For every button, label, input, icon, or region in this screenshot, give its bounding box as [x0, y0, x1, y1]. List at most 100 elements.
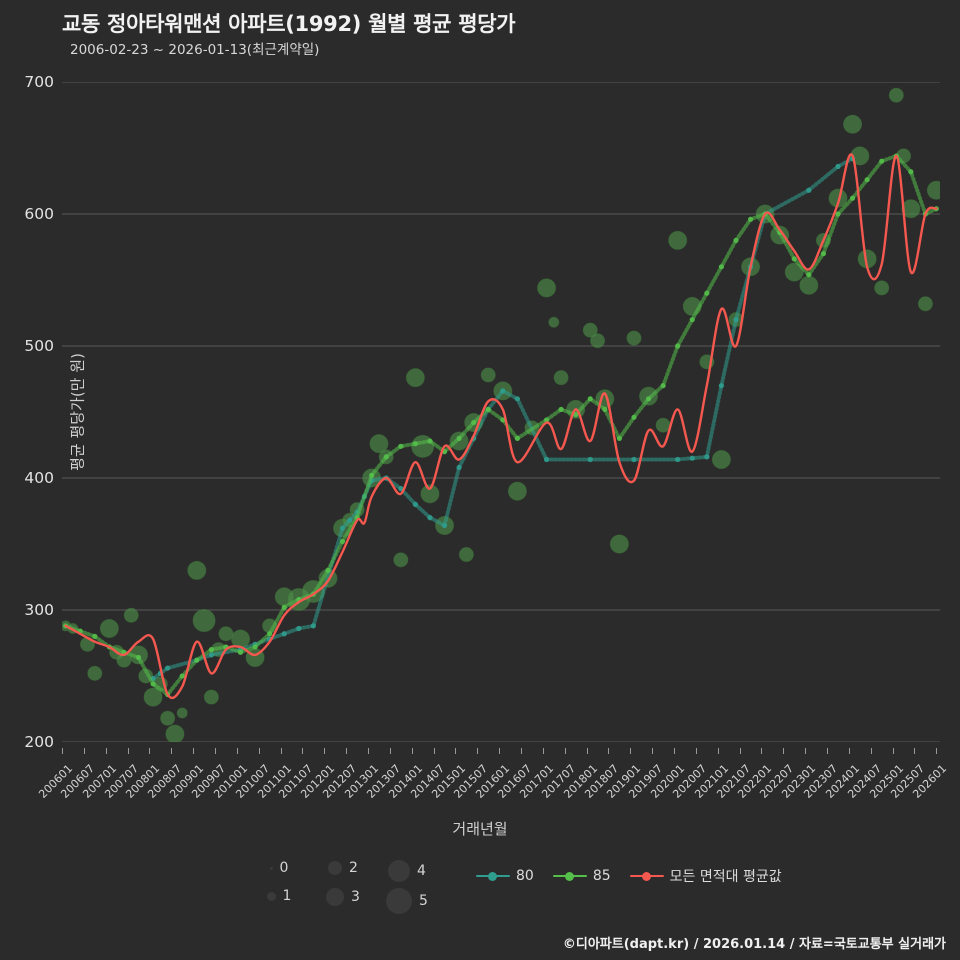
x-tick-mark — [171, 748, 173, 754]
legend-label: 85 — [592, 868, 611, 884]
scatter-bubble — [917, 296, 933, 312]
legend-line-icon — [476, 870, 510, 882]
scatter-bubble — [192, 609, 216, 633]
legend-item-85[interactable]: 85 — [552, 868, 621, 884]
scatter-bubble — [143, 687, 163, 707]
size-legend-item[interactable]: 3 — [322, 888, 360, 906]
scatter-bubble — [176, 707, 188, 719]
scatter-bubble — [218, 626, 234, 642]
legend: 0 1 2 3 4 5 80 85 모든 면적대 평균값 — [0, 858, 960, 918]
scatter-bubble — [843, 114, 863, 134]
size-legend-item[interactable]: 2 — [322, 860, 358, 876]
scatter-bubble — [888, 87, 904, 103]
scatter-bubble — [655, 417, 671, 433]
x-tick-mark — [215, 748, 216, 754]
x-axis-label: 거래년월 — [452, 820, 508, 838]
y-tick-label: 600 — [24, 205, 54, 223]
size-legend-bubble-icon — [269, 866, 273, 870]
scatter-bubble — [582, 322, 598, 338]
scatter-bubble — [160, 710, 176, 726]
x-tick-mark — [652, 748, 654, 754]
size-legend-label: 3 — [351, 889, 360, 905]
y-tick-label: 200 — [24, 733, 54, 751]
size-legend-item[interactable]: 1 — [258, 888, 291, 904]
x-tick-mark — [695, 748, 697, 754]
x-tick-mark — [783, 748, 785, 754]
y-tick-label: 400 — [24, 469, 54, 487]
size-legend-label: 2 — [349, 860, 358, 876]
scatter-bubble — [926, 180, 940, 200]
size-legend-label: 4 — [417, 863, 426, 879]
x-tick-mark — [455, 748, 457, 754]
scatter-bubble — [784, 262, 804, 282]
scatter-bubble — [507, 481, 527, 501]
scatter-bubble — [123, 607, 139, 623]
size-legend-label: 5 — [419, 893, 428, 909]
x-tick-mark — [280, 748, 282, 754]
legend-item-80[interactable]: 80 — [476, 868, 544, 884]
x-tick-mark — [892, 748, 894, 754]
x-tick-mark — [674, 748, 676, 754]
x-tick-mark — [739, 748, 741, 754]
x-tick-mark — [564, 748, 566, 754]
x-tick-mark — [236, 748, 238, 754]
x-tick-mark — [805, 748, 807, 754]
x-tick-mark — [411, 748, 413, 754]
legend-line-icon — [629, 870, 664, 882]
scatter-bubble — [609, 534, 629, 554]
legend-label: 모든 면적대 평균값 — [669, 869, 782, 885]
scatter-bubble — [420, 484, 440, 504]
x-tick-mark — [324, 748, 326, 754]
size-legend-item[interactable]: 0 — [258, 860, 288, 876]
x-tick-mark — [258, 748, 260, 754]
x-tick-mark — [717, 748, 719, 754]
scatter-bubble — [799, 275, 819, 295]
chart-subtitle: 2006-02-23 ~ 2026-01-13(최근계약일) — [70, 42, 320, 58]
x-tick-mark — [870, 748, 872, 754]
plot-canvas — [62, 82, 940, 742]
scatter-bubble — [165, 724, 185, 742]
legend-item-모든 면적대 평균값[interactable]: 모든 면적대 평균값 — [629, 866, 792, 886]
size-legend-item[interactable]: 4 — [386, 860, 426, 882]
scatter-bubble — [369, 434, 389, 454]
x-tick-mark — [499, 748, 501, 754]
x-tick-mark — [608, 748, 610, 754]
scatter-bubble — [87, 665, 103, 681]
x-tick-mark — [630, 748, 632, 754]
scatter-bubble — [458, 547, 474, 563]
scatter-bubble — [639, 386, 659, 406]
scatter-bubble — [187, 560, 207, 580]
scatter-bubble — [626, 330, 642, 346]
x-tick-mark — [433, 748, 435, 754]
bubble-size-legend: 0 1 2 3 4 5 — [258, 858, 448, 918]
x-tick-mark — [346, 748, 348, 754]
scatter-bubble — [480, 367, 496, 383]
series-average — [64, 153, 938, 700]
x-tick-mark — [936, 748, 938, 754]
size-legend-bubble-icon — [266, 891, 276, 901]
x-tick-mark — [302, 748, 304, 754]
x-tick-mark — [389, 748, 391, 754]
scatter-bubble — [449, 431, 469, 451]
x-tick-mark — [83, 748, 85, 754]
size-legend-bubble-icon — [326, 888, 344, 906]
chart-title: 교동 정아타워맨션 아파트(1992) 월별 평균 평당가 — [62, 12, 516, 36]
scatter-bubble — [711, 450, 731, 470]
x-tick-mark — [542, 748, 544, 754]
scatter-bubble — [405, 368, 425, 388]
x-tick-mark — [477, 748, 479, 754]
scatter-bubble — [99, 618, 119, 638]
size-legend-bubble-icon — [386, 888, 412, 914]
scatter-bubble — [668, 230, 688, 250]
size-legend-bubble-icon — [388, 860, 410, 882]
x-tick-mark — [105, 748, 107, 754]
scatter-bubble — [901, 199, 921, 219]
legend-label: 80 — [516, 868, 534, 884]
x-tick-mark — [149, 748, 151, 754]
x-tick-mark — [521, 748, 523, 754]
size-legend-item[interactable]: 5 — [386, 888, 428, 914]
scatter-bubble — [874, 280, 890, 296]
x-tick-mark — [914, 748, 916, 754]
legend-line-icon — [552, 870, 587, 882]
x-tick-mark — [586, 748, 588, 754]
